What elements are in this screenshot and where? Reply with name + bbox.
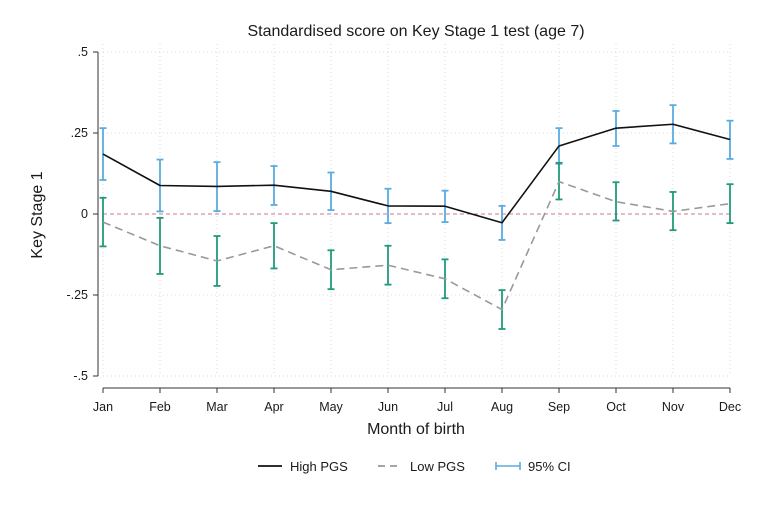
x-tick-label: May bbox=[319, 400, 343, 414]
x-tick-label: Mar bbox=[206, 400, 228, 414]
chart-title: Standardised score on Key Stage 1 test (… bbox=[247, 23, 584, 40]
y-tick-label: 0 bbox=[81, 207, 88, 221]
y-tick-label: -.25 bbox=[66, 288, 88, 302]
gridlines bbox=[102, 44, 731, 377]
x-tick-label: Jul bbox=[437, 400, 453, 414]
series-line-high-pgs bbox=[102, 123, 731, 224]
x-tick-label: Apr bbox=[264, 400, 283, 414]
y-tick-label: -.5 bbox=[73, 369, 88, 383]
y-axis-label: Key Stage 1 bbox=[29, 171, 46, 258]
x-tick-label: Jun bbox=[378, 400, 398, 414]
legend: High PGS Low PGS 95% CI bbox=[258, 459, 571, 474]
ci-bar bbox=[270, 222, 278, 270]
legend-label-low: Low PGS bbox=[410, 459, 465, 474]
x-tick-label: Sep bbox=[548, 400, 570, 414]
x-tick-label: Oct bbox=[606, 400, 626, 414]
x-tick-label: Nov bbox=[662, 400, 685, 414]
series-line-low-pgs bbox=[102, 180, 731, 311]
ci-bar bbox=[384, 244, 392, 286]
legend-label-ci: 95% CI bbox=[528, 459, 571, 474]
ci-bar bbox=[726, 183, 734, 224]
ci-bar bbox=[156, 216, 164, 275]
x-tick-label: Aug bbox=[491, 400, 513, 414]
legend-label-high: High PGS bbox=[290, 459, 348, 474]
x-axis-label: Month of birth bbox=[367, 421, 465, 438]
y-tick-label: .25 bbox=[71, 126, 88, 140]
series-lines bbox=[102, 123, 731, 311]
axes: -.5 -.25 0 .25 .5 Jan Feb Mar Apr May Jun Jul Aug Sep… bbox=[66, 45, 741, 414]
legend-swatch-ci bbox=[495, 462, 521, 470]
ci-bar bbox=[612, 181, 620, 222]
x-tick-label: Jan bbox=[93, 400, 113, 414]
confidence-intervals bbox=[99, 104, 734, 330]
x-tick-label: Feb bbox=[149, 400, 171, 414]
ci-bar bbox=[726, 119, 734, 160]
y-tick-label: .5 bbox=[78, 45, 88, 59]
x-tick-label: Dec bbox=[719, 400, 741, 414]
